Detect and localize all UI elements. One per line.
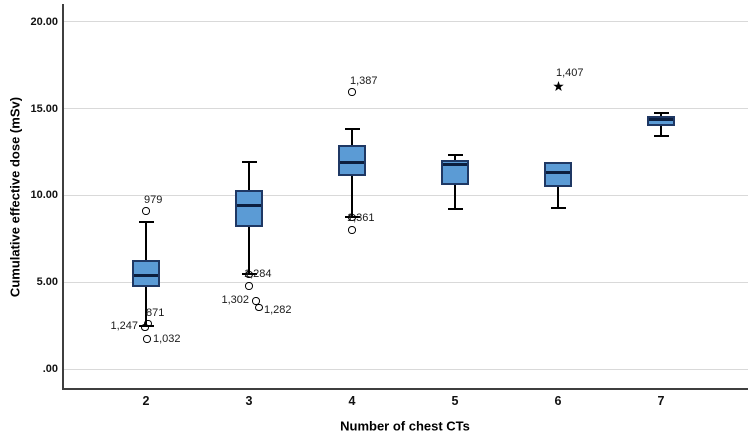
gridline [63, 281, 748, 283]
whisker-cap-bottom [241, 273, 257, 276]
whisker-cap-top [447, 154, 463, 157]
y-axis-title: Cumulative effective dose (mSv) [7, 96, 23, 298]
outlier-label: 1,284 [244, 268, 272, 281]
outlier-label: 1,407 [556, 67, 584, 80]
outlier-label: 1,247 [110, 320, 138, 333]
outlier-label: 1,302 [221, 293, 249, 306]
median-line [134, 273, 158, 277]
whisker-cap-top [344, 127, 360, 130]
gridline [63, 194, 748, 196]
outlier-label: 1,361 [347, 211, 375, 224]
median-line [340, 160, 364, 164]
outlier-label: 871 [146, 306, 165, 319]
y-tick-label: .00 [42, 363, 58, 375]
outlier-label: 979 [144, 194, 163, 207]
gridline [63, 21, 748, 23]
outlier-circle-marker [142, 207, 150, 215]
outlier-circle-marker [143, 335, 151, 343]
median-line [237, 204, 261, 208]
whisker-cap-bottom [653, 135, 669, 138]
median-line [443, 162, 467, 166]
outlier-label: 1,387 [350, 75, 378, 88]
whisker-cap-bottom [138, 325, 154, 328]
x-tick-label: 7 [657, 394, 665, 408]
outlier-circle-marker [348, 88, 356, 96]
outlier-label: 1,282 [264, 304, 292, 317]
y-tick-label: 5.00 [36, 276, 58, 289]
x-tick-label: 2 [142, 394, 150, 408]
gridline [63, 108, 748, 110]
x-axis-title: Number of chest CTs [340, 418, 470, 434]
x-tick-label: 5 [451, 394, 459, 408]
box-iqr [235, 190, 263, 227]
outlier-circle-marker [348, 226, 356, 234]
whisker-cap-top [241, 160, 257, 163]
x-axis-line [62, 388, 748, 390]
y-tick-label: 20.00 [30, 15, 58, 28]
gridline [63, 368, 748, 370]
box-iqr [544, 162, 572, 187]
whisker-cap-bottom [447, 208, 463, 211]
y-tick-label: 15.00 [30, 102, 58, 115]
whisker-cap-top [138, 221, 154, 224]
median-line [649, 117, 673, 121]
median-line [546, 171, 570, 175]
x-tick-label: 3 [245, 394, 253, 408]
box-iqr [338, 145, 366, 177]
outlier-circle-marker [255, 303, 263, 312]
whisker-cap-bottom [550, 206, 566, 209]
whisker-cap-bottom [344, 216, 360, 219]
y-axis-line [62, 4, 64, 388]
box-iqr [647, 115, 675, 126]
whisker-cap-top [653, 111, 669, 114]
extreme-outlier-star-marker [552, 79, 564, 91]
x-tick-label: 4 [348, 394, 356, 408]
outlier-circle-marker [245, 282, 253, 290]
x-tick-label: 6 [554, 394, 562, 408]
outlier-label: 1,032 [153, 333, 181, 346]
y-tick-label: 10.00 [30, 189, 58, 202]
box-iqr [132, 259, 160, 288]
